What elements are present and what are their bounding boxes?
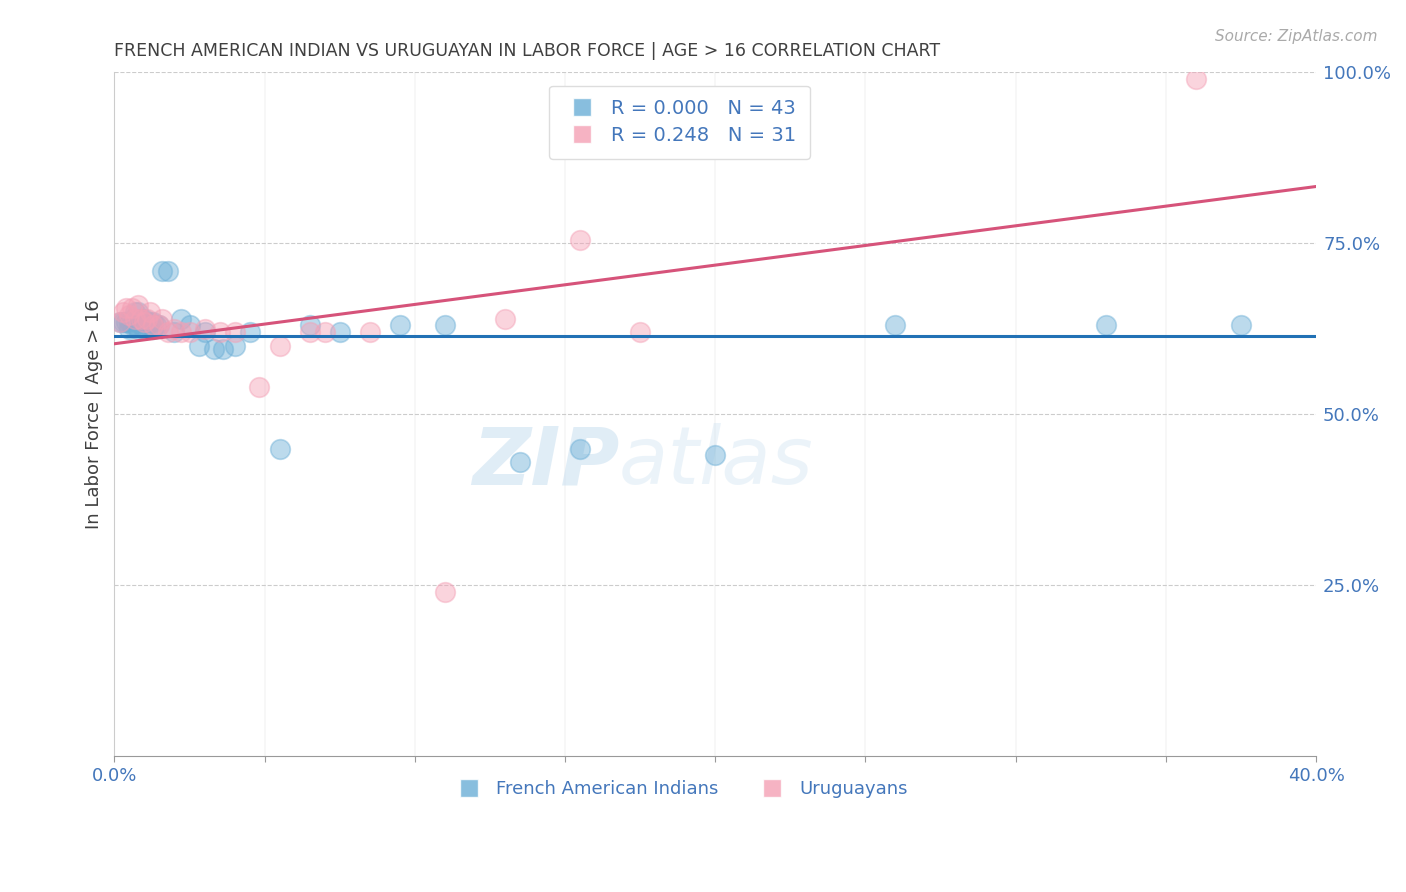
Point [193,322,215,336]
Point [239,326,262,340]
Point [145,318,167,333]
Point [179,326,201,340]
Point [269,442,291,456]
Point [329,326,352,340]
Point [124,311,146,326]
Point [224,326,246,340]
Point [121,311,143,326]
Point [169,326,191,340]
Point [884,318,907,333]
Point [148,318,170,333]
Text: FRENCH AMERICAN INDIAN VS URUGUAYAN IN LABOR FORCE | AGE > 16 CORRELATION CHART: FRENCH AMERICAN INDIAN VS URUGUAYAN IN L… [114,42,941,60]
Point [118,308,141,322]
Point [193,326,215,340]
Point [211,343,233,357]
Point [388,318,411,333]
Point [1185,72,1208,87]
Text: atlas: atlas [619,423,814,501]
Point [359,326,381,340]
Point [157,264,180,278]
Point [163,326,186,340]
Point [179,318,201,333]
Point [314,326,336,340]
Point [134,322,156,336]
Point [433,585,456,599]
Point [134,315,156,329]
Point [152,311,174,326]
Point [134,311,156,326]
Point [131,311,153,326]
Legend: French American Indians, Uruguayans: French American Indians, Uruguayans [443,773,915,805]
Point [124,318,146,333]
Point [118,315,141,329]
Y-axis label: In Labor Force | Age > 16: In Labor Force | Age > 16 [86,300,103,529]
Point [127,305,149,319]
Point [121,318,143,333]
Point [110,315,132,329]
Point [569,233,592,247]
Text: ZIP: ZIP [472,423,619,501]
Point [509,455,531,469]
Point [131,311,153,326]
Point [298,326,321,340]
Point [112,315,135,329]
Point [142,318,165,333]
Point [157,326,180,340]
Point [628,326,651,340]
Point [110,315,132,329]
Point [139,315,162,329]
Point [1094,318,1116,333]
Point [298,318,321,333]
Point [148,318,170,333]
Point [124,305,146,319]
Point [163,322,186,336]
Point [136,318,159,333]
Point [118,322,141,336]
Point [494,311,516,326]
Point [1230,318,1253,333]
Point [112,305,135,319]
Point [136,311,159,326]
Point [187,339,209,353]
Point [115,315,138,329]
Point [121,301,143,316]
Point [142,315,165,329]
Point [169,311,191,326]
Point [127,298,149,312]
Point [202,343,225,357]
Point [569,442,592,456]
Point [127,322,149,336]
Point [131,318,153,333]
Point [115,301,138,316]
Point [433,318,456,333]
Point [247,380,270,394]
Point [704,449,727,463]
Point [269,339,291,353]
Point [142,322,165,336]
Point [224,339,246,353]
Point [152,264,174,278]
Point [139,305,162,319]
Text: Source: ZipAtlas.com: Source: ZipAtlas.com [1215,29,1378,44]
Point [208,326,231,340]
